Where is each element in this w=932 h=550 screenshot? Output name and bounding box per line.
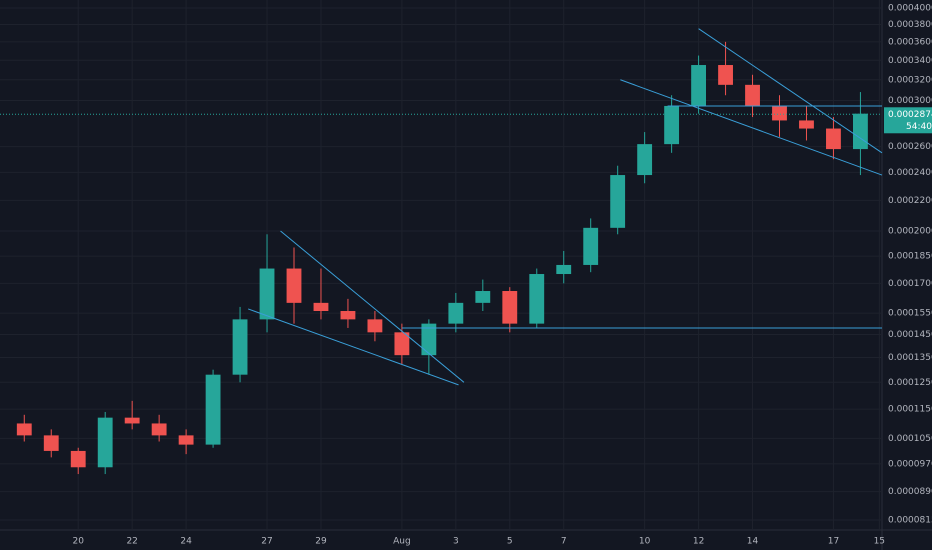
- candle-body: [475, 291, 491, 303]
- trendline: [620, 79, 883, 176]
- candle-body: [853, 113, 868, 150]
- candle-body: [745, 84, 760, 106]
- x-tick-label: 7: [561, 537, 567, 547]
- y-tick-label: 0.00012500: [888, 378, 932, 388]
- candle-body: [826, 128, 841, 150]
- candle-body: [286, 268, 302, 303]
- x-tick-label: Aug: [393, 537, 411, 547]
- candle-body: [610, 175, 626, 228]
- y-tick-label: 0.00017000: [888, 279, 932, 289]
- countdown-label: 54:40: [906, 122, 932, 132]
- y-tick-label: 0.00009700: [888, 459, 932, 469]
- candle-body: [205, 374, 221, 445]
- y-tick-label: 0.00010500: [888, 434, 932, 444]
- last-price-box: [884, 107, 932, 134]
- candle-body: [16, 423, 32, 436]
- candle-body: [259, 268, 275, 320]
- candle-body: [178, 435, 194, 445]
- candle-body: [799, 120, 814, 129]
- x-tick-label: 22: [126, 537, 137, 547]
- candle-body: [502, 291, 518, 324]
- y-tick-label: 0.00013500: [888, 353, 932, 363]
- y-tick-label: 0.00008150: [888, 515, 932, 525]
- candle-body: [394, 332, 410, 356]
- candle-body: [151, 423, 167, 436]
- last-price-label: 0.00028746: [888, 110, 932, 120]
- candle-body: [583, 227, 599, 265]
- candle-body: [70, 450, 86, 468]
- y-tick-label: 0.00015500: [888, 309, 932, 319]
- y-tick-label: 0.00022000: [888, 196, 932, 206]
- y-tick-label: 0.00038000: [888, 20, 932, 30]
- candle-body: [43, 435, 59, 451]
- candle-body: [97, 417, 113, 468]
- y-tick-label: 0.00008900: [888, 487, 932, 497]
- candle-body: [691, 65, 707, 106]
- candle-body: [367, 319, 383, 333]
- x-tick-label: 20: [72, 537, 84, 547]
- y-tick-label: 0.00020000: [888, 227, 932, 237]
- y-tick-label: 0.00034000: [888, 56, 932, 66]
- y-tick-label: 0.00030000: [888, 96, 932, 106]
- candle-body: [448, 302, 464, 324]
- x-tick-label: 15: [874, 537, 885, 547]
- y-tick-label: 0.00011500: [888, 405, 932, 415]
- candle-body: [313, 302, 329, 312]
- x-tick-label: 12: [693, 537, 704, 547]
- x-tick-label: 5: [507, 537, 513, 547]
- x-tick-label: 24: [180, 537, 192, 547]
- x-tick-label: 14: [747, 537, 759, 547]
- trendline: [280, 230, 465, 383]
- candle-body: [340, 311, 356, 320]
- y-tick-label: 0.00014500: [888, 330, 932, 340]
- candle-body: [421, 323, 437, 356]
- y-tick-label: 0.00024000: [888, 168, 932, 178]
- y-tick-label: 0.00032000: [888, 75, 932, 85]
- x-tick-label: 3: [453, 537, 459, 547]
- candle-body: [664, 105, 680, 145]
- y-tick-label: 0.00026000: [888, 142, 932, 152]
- candle-body: [556, 264, 572, 275]
- x-tick-label: 10: [639, 537, 651, 547]
- candle-body: [718, 65, 733, 85]
- y-tick-label: 0.00036000: [888, 37, 932, 47]
- trendline: [247, 308, 459, 386]
- x-tick-label: 17: [828, 537, 839, 547]
- candle-body: [529, 274, 545, 324]
- candle-body: [637, 144, 653, 176]
- trendline: [698, 28, 883, 154]
- candle-body: [772, 105, 787, 121]
- x-tick-label: 27: [261, 537, 272, 547]
- y-tick-label: 0.00018500: [888, 252, 932, 262]
- x-tick-label: 29: [315, 537, 327, 547]
- candle-body: [124, 417, 140, 424]
- candle-body: [232, 319, 248, 375]
- y-tick-label: 0.00040000: [888, 3, 932, 13]
